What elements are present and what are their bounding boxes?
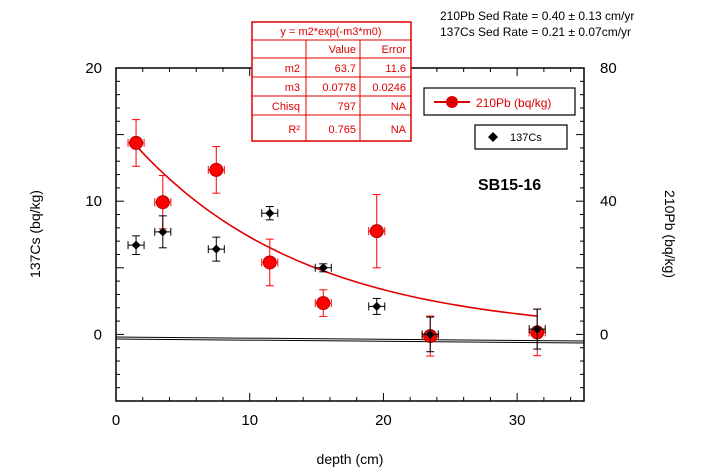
fit-table-title: y = m2*exp(-m3*m0) <box>280 26 381 38</box>
x-axis-label: depth (cm) <box>317 451 384 467</box>
fit-table-cell: NA <box>391 124 407 136</box>
legend: 210Pb (bq/kg) 137Cs <box>423 87 576 150</box>
y-axis-left-label: 137Cs (bq/kg) <box>27 190 43 278</box>
data-point-cs137 <box>318 263 328 273</box>
fit-table: y = m2*exp(-m3*m0) Value Error m2 63.7 11.6 m… <box>251 21 412 142</box>
pb210-fit-curve <box>135 145 538 317</box>
legend-marker-cs137 <box>488 132 498 142</box>
data-point-cs137 <box>158 227 168 237</box>
cs137-sed-rate-annotation: 137Cs Sed Rate = 0.21 ± 0.07cm/yr <box>440 25 631 39</box>
legend-item-pb210: 210Pb (bq/kg) <box>423 87 576 116</box>
y-right-tick-label: 40 <box>600 193 617 210</box>
fit-table-cell: R² <box>288 124 300 136</box>
pb210-sed-rate-annotation: 210Pb Sed Rate = 0.40 ± 0.13 cm/yr <box>440 9 634 23</box>
fit-table-header: Value <box>329 44 356 56</box>
y-left-tick-label: 10 <box>85 193 102 210</box>
data-point-pb210 <box>316 296 331 311</box>
y-left-tick-label: 20 <box>85 60 102 77</box>
data-point-pb210 <box>369 224 384 239</box>
fit-table-header: Error <box>382 44 407 56</box>
data-point-pb210 <box>155 195 170 210</box>
data-point-cs137 <box>211 244 221 254</box>
fit-table-cell: 797 <box>338 101 356 113</box>
legend-label-pb210: 210Pb (bq/kg) <box>476 96 551 110</box>
data-point-cs137 <box>265 208 275 218</box>
y-left-tick-label: 0 <box>94 326 102 343</box>
legend-marker-pb210 <box>446 96 458 108</box>
data-point-cs137 <box>372 301 382 311</box>
series-cs137 <box>127 206 546 353</box>
y-right-tick-label: 0 <box>600 326 608 343</box>
x-tick-label: 10 <box>241 412 258 429</box>
fit-table-cell: m2 <box>285 63 300 75</box>
series-pb210 <box>127 119 546 357</box>
data-point-pb210 <box>262 255 277 270</box>
x-tick-label: 0 <box>112 412 120 429</box>
data-point-cs137 <box>425 329 435 339</box>
fit-table-cell: 11.6 <box>385 63 406 75</box>
fit-table-cell: 0.0778 <box>322 82 356 94</box>
data-point-pb210 <box>129 135 144 150</box>
fit-table-cell: 0.0246 <box>372 82 406 94</box>
x-tick-label: 30 <box>509 412 526 429</box>
zero-baseline <box>115 336 585 344</box>
data-point-pb210 <box>209 162 224 177</box>
legend-item-cs137: 137Cs <box>474 124 568 150</box>
fit-table-cell: 0.765 <box>328 124 356 136</box>
y-axis-right-label: 210Pb (bq/kg) <box>662 190 678 278</box>
fit-table-cell: Chisq <box>272 101 300 113</box>
data-point-cs137 <box>131 240 141 250</box>
fit-table-cell: m3 <box>285 82 300 94</box>
legend-label-cs137: 137Cs <box>510 132 542 144</box>
y-right-tick-label: 80 <box>600 60 617 77</box>
fit-table-cell: NA <box>391 101 407 113</box>
x-tick-label: 20 <box>375 412 392 429</box>
fit-table-cell: 63.7 <box>335 63 356 75</box>
data-point-cs137 <box>532 324 542 334</box>
sample-id-label: SB15-16 <box>478 177 541 194</box>
